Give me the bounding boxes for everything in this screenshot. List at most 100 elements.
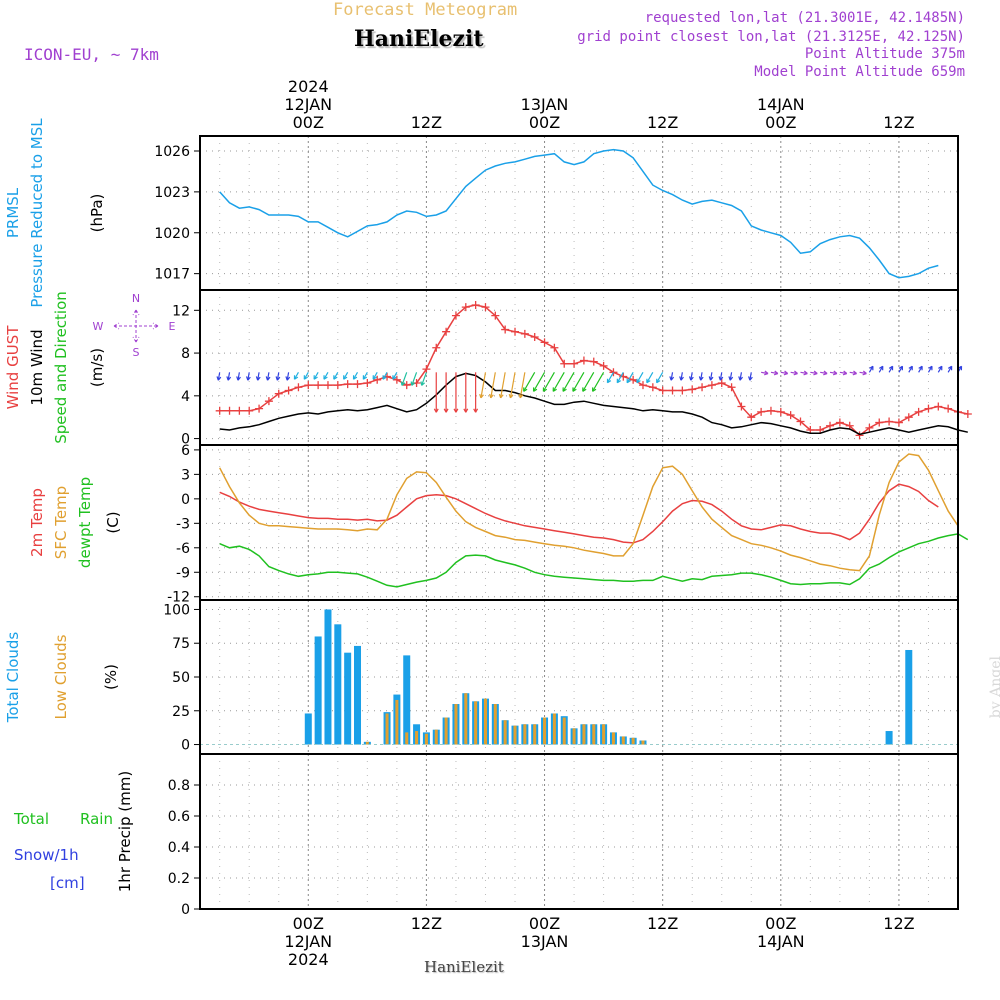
data-point [304, 381, 313, 390]
panel-border [199, 444, 959, 601]
low-cloud-bar [503, 720, 507, 745]
data-point [894, 418, 903, 427]
data-point [225, 406, 234, 415]
data-point [904, 413, 913, 422]
wind-arrow [523, 372, 536, 392]
data-point [579, 356, 588, 365]
low-cloud-bar [385, 713, 389, 745]
low-cloud-bar [464, 693, 468, 745]
y-tick-label: 12 [172, 303, 190, 319]
wind-arrow [333, 372, 339, 380]
wind-arrow [227, 372, 231, 381]
wind-arrow-head [382, 375, 387, 380]
panel-label: Pressure Reduced to MSL [28, 118, 46, 308]
data-point [451, 311, 460, 320]
wind-arrow-head [420, 381, 426, 386]
data-point [855, 431, 864, 440]
data-point [688, 385, 697, 394]
wind-arrow-head [572, 387, 577, 392]
wind-arrow-head [400, 381, 406, 386]
series-line [219, 533, 969, 588]
unit-label: (%) [102, 664, 120, 690]
low-cloud-bar [474, 701, 478, 745]
data-point [471, 300, 480, 309]
wind-arrow-head [928, 365, 933, 371]
wind-arrow [500, 372, 506, 399]
data-point [343, 380, 352, 389]
unit-label: (C) [104, 511, 122, 533]
y-tick-label: 0 [181, 902, 190, 918]
panel-label: dewpt Temp [76, 477, 94, 568]
data-point [609, 368, 618, 377]
data-point [668, 386, 677, 395]
time-label-bottom: 12JAN [284, 932, 332, 951]
y-tick-label: 0.4 [168, 840, 190, 856]
data-point [461, 303, 470, 312]
data-point [776, 407, 785, 416]
point-altitude: Point Altitude 375m [804, 46, 965, 62]
data-point [511, 327, 520, 336]
wind-arrow [709, 372, 713, 381]
low-cloud-bar [533, 724, 537, 745]
wind-arrow-head [323, 375, 328, 380]
data-point [599, 361, 608, 370]
wind-arrow [533, 372, 546, 392]
low-cloud-bar [483, 698, 487, 745]
wind-arrow-head [918, 365, 923, 371]
legend-snow: Snow/1h [14, 846, 79, 864]
time-label-bottom: 12Z [883, 914, 914, 933]
wind-arrow-head [236, 376, 241, 381]
low-cloud-bar [493, 704, 497, 745]
wind-arrow-head [626, 378, 631, 384]
wind-arrow-head [498, 393, 504, 399]
wind-arrow-head [708, 376, 714, 381]
total-cloud-bar [905, 649, 913, 745]
y-tick-label: -12 [167, 590, 190, 606]
wind-arrow [237, 372, 240, 381]
wind-arrow [411, 372, 418, 386]
data-point [550, 343, 559, 352]
wind-arrow [626, 372, 634, 384]
wind-arrow [266, 372, 270, 381]
wind-arrow-head [773, 370, 779, 376]
data-point [698, 383, 707, 392]
wind-arrow-head [832, 370, 838, 376]
model-point-altitude: Model Point Altitude 659m [754, 64, 965, 80]
low-cloud-bar [631, 737, 635, 745]
data-point [373, 375, 382, 384]
wind-arrow [372, 372, 378, 380]
compass-w: W [93, 320, 104, 333]
data-point [707, 381, 716, 390]
y-tick-label: 100 [163, 602, 190, 618]
low-cloud-bar [415, 731, 419, 745]
data-point [264, 397, 273, 406]
y-tick-label: 3 [181, 467, 190, 483]
wind-arrow-head [523, 387, 528, 392]
panel-label: PRMSL [4, 187, 22, 238]
wind-arrow-head [738, 376, 744, 381]
y-tick-label: -9 [176, 565, 190, 581]
data-point [570, 359, 579, 368]
wind-arrow-head [265, 376, 271, 381]
time-label-bottom: 13JAN [521, 932, 569, 951]
wind-arrow-head [823, 370, 828, 376]
y-tick-label: 4 [181, 389, 190, 405]
data-point [215, 406, 224, 415]
wind-arrow [729, 372, 733, 381]
wind-arrow [592, 372, 605, 392]
wind-arrow [217, 372, 221, 381]
wind-arrow [392, 372, 398, 380]
legend-rain: Rain [80, 810, 113, 828]
data-point [255, 404, 264, 413]
time-label-bottom: 2024 [288, 950, 329, 969]
compass-s: S [133, 346, 140, 359]
y-tick-label: 0 [181, 432, 190, 448]
low-cloud-bar [592, 724, 596, 745]
wind-arrow [572, 372, 585, 392]
panel-border [199, 135, 959, 291]
data-point [333, 381, 342, 390]
station-name: HaniElezit [354, 26, 484, 52]
data-point [481, 303, 490, 312]
wind-arrow [616, 372, 624, 384]
low-cloud-bar [405, 732, 409, 745]
